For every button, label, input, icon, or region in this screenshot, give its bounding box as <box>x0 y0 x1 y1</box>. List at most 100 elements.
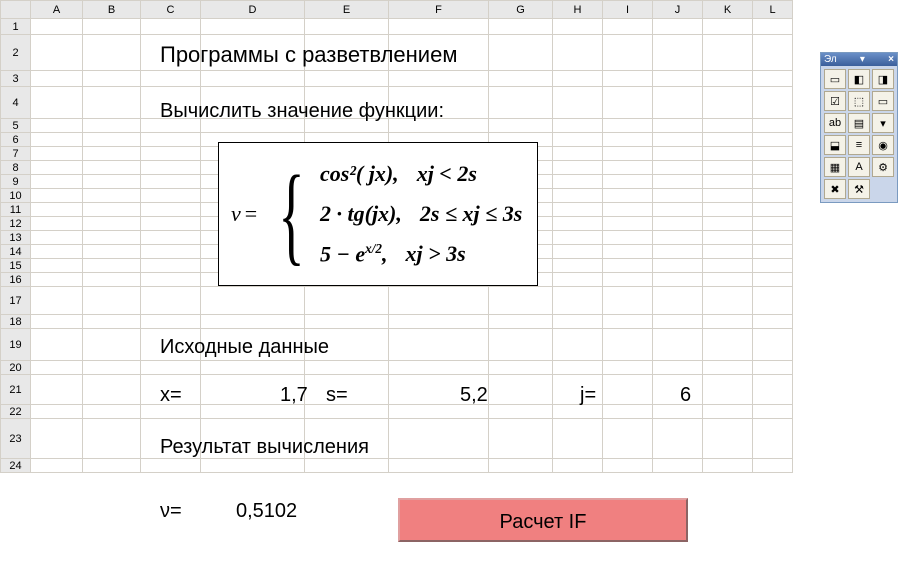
cell[interactable] <box>83 133 141 147</box>
cell[interactable] <box>83 245 141 259</box>
cell[interactable] <box>553 203 603 217</box>
cell[interactable] <box>489 315 553 329</box>
cell[interactable] <box>703 419 753 459</box>
cell[interactable] <box>141 259 201 273</box>
cell[interactable] <box>653 245 703 259</box>
cell[interactable] <box>703 119 753 133</box>
cell[interactable] <box>489 329 553 361</box>
cell[interactable] <box>703 133 753 147</box>
cell[interactable] <box>83 459 141 473</box>
cell[interactable] <box>603 119 653 133</box>
cell[interactable] <box>389 19 489 35</box>
cell[interactable] <box>603 329 653 361</box>
cell[interactable] <box>141 459 201 473</box>
cell[interactable] <box>83 35 141 71</box>
toolbox-more-icon[interactable]: ⚙ <box>872 157 894 177</box>
cell[interactable] <box>83 287 141 315</box>
cell[interactable] <box>305 361 389 375</box>
cell[interactable] <box>653 71 703 87</box>
cell[interactable] <box>553 287 603 315</box>
cell[interactable] <box>141 133 201 147</box>
cell[interactable] <box>603 361 653 375</box>
cell[interactable] <box>389 287 489 315</box>
column-header-C[interactable]: C <box>141 1 201 19</box>
cell[interactable] <box>31 189 83 203</box>
cell[interactable] <box>553 147 603 161</box>
cell[interactable] <box>553 419 603 459</box>
cell[interactable] <box>553 245 603 259</box>
cell[interactable] <box>753 245 793 259</box>
cell[interactable] <box>489 287 553 315</box>
cell[interactable] <box>553 35 603 71</box>
cell[interactable] <box>603 19 653 35</box>
cell[interactable] <box>653 259 703 273</box>
toolbox-button-icon[interactable]: ▭ <box>872 91 894 111</box>
cell[interactable] <box>753 161 793 175</box>
cell[interactable] <box>141 287 201 315</box>
cell[interactable] <box>703 231 753 245</box>
cell[interactable] <box>753 231 793 245</box>
cell[interactable] <box>201 19 305 35</box>
row-header-12[interactable]: 12 <box>1 217 31 231</box>
cell[interactable] <box>31 119 83 133</box>
cell[interactable] <box>603 419 653 459</box>
cell[interactable] <box>31 71 83 87</box>
cell[interactable] <box>753 259 793 273</box>
cell[interactable] <box>83 405 141 419</box>
cell[interactable] <box>603 405 653 419</box>
cell[interactable] <box>141 245 201 259</box>
toolbox-combobox-icon[interactable]: ▾ <box>872 113 894 133</box>
cell[interactable] <box>703 161 753 175</box>
cell[interactable] <box>703 147 753 161</box>
controls-toolbox[interactable]: Эл ▾ × ▭◧◨☑⬚▭ab▤▾⬓≡◉▦A⚙✖⚒ <box>820 52 898 203</box>
cell[interactable] <box>653 287 703 315</box>
cell[interactable] <box>603 315 653 329</box>
cell[interactable] <box>703 35 753 71</box>
cell[interactable] <box>753 147 793 161</box>
cell[interactable] <box>703 361 753 375</box>
row-header-15[interactable]: 15 <box>1 259 31 273</box>
cell[interactable] <box>653 133 703 147</box>
cell[interactable] <box>703 315 753 329</box>
cell[interactable] <box>703 259 753 273</box>
cell[interactable] <box>83 419 141 459</box>
cell[interactable] <box>753 459 793 473</box>
cell[interactable] <box>653 175 703 189</box>
row-header-5[interactable]: 5 <box>1 119 31 133</box>
cell[interactable] <box>653 217 703 231</box>
column-header-J[interactable]: J <box>653 1 703 19</box>
cell[interactable] <box>553 189 603 203</box>
column-header-A[interactable]: A <box>31 1 83 19</box>
cell[interactable] <box>83 19 141 35</box>
column-header-G[interactable]: G <box>489 1 553 19</box>
cell[interactable] <box>201 459 305 473</box>
cell[interactable] <box>305 459 389 473</box>
cell[interactable] <box>653 329 703 361</box>
cell[interactable] <box>83 375 141 405</box>
cell[interactable] <box>653 231 703 245</box>
cell[interactable] <box>753 87 793 119</box>
row-header-3[interactable]: 3 <box>1 71 31 87</box>
s-value[interactable]: 5,2 <box>460 384 488 407</box>
cell[interactable] <box>653 189 703 203</box>
cell[interactable] <box>703 203 753 217</box>
row-header-1[interactable]: 1 <box>1 19 31 35</box>
cell[interactable] <box>489 19 553 35</box>
cell[interactable] <box>141 203 201 217</box>
cell[interactable] <box>553 175 603 189</box>
cell[interactable] <box>31 405 83 419</box>
cell[interactable] <box>653 161 703 175</box>
cell[interactable] <box>653 375 703 405</box>
toolbox-textbox-icon[interactable]: ⬚ <box>848 91 870 111</box>
cell[interactable] <box>83 315 141 329</box>
cell[interactable] <box>753 287 793 315</box>
row-header-16[interactable]: 16 <box>1 273 31 287</box>
cell[interactable] <box>31 203 83 217</box>
toolbox-spinner-icon[interactable]: ⬓ <box>824 135 846 155</box>
cell[interactable] <box>703 217 753 231</box>
cell[interactable] <box>31 329 83 361</box>
row-header-18[interactable]: 18 <box>1 315 31 329</box>
cell[interactable] <box>653 203 703 217</box>
toolbox-listbox-icon[interactable]: ▤ <box>848 113 870 133</box>
cell[interactable] <box>553 459 603 473</box>
